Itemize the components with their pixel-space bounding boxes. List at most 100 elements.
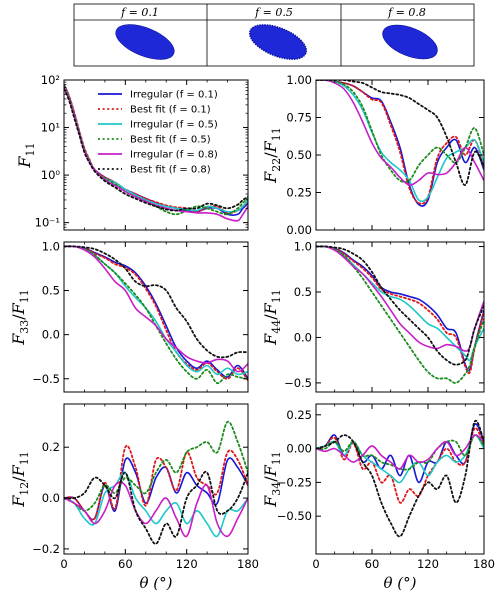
y-label-main: F [9, 495, 28, 508]
y-tick-label: 0.0 [294, 330, 312, 344]
y-tick-label: 1.00 [286, 73, 312, 87]
y-label-slash: / [9, 476, 28, 482]
particle-shape-08 [382, 24, 438, 60]
series-line-bestfit_05 [64, 245, 248, 385]
series-line-bestfit_08 [316, 419, 484, 538]
series-group [316, 419, 484, 538]
y-axis-label: F11 [15, 142, 37, 168]
y-label-sub: 22 [270, 158, 283, 172]
y-tick-label: 10⁻¹ [35, 216, 60, 230]
x-tick-label: 180 [237, 557, 259, 571]
y-tick-label: 0.5 [42, 284, 60, 298]
y-tick-label: −0.5 [284, 376, 312, 390]
y-tick-label: 10¹ [41, 121, 60, 135]
y-tick-label: 0.0 [42, 491, 60, 505]
axes-frame [63, 241, 249, 393]
series-line-bestfit_05 [316, 245, 484, 384]
panel-F11: 10² 10¹ 10⁰ 10⁻¹ F11 Irregular (f = 0.1) Best … [15, 73, 249, 231]
y-tick-label: 0.0 [42, 328, 60, 342]
y-tick-label: 10⁰ [41, 168, 61, 182]
axes-frame [63, 403, 249, 555]
x-tick-label: 60 [118, 557, 133, 571]
series-line-irregular_08 [64, 245, 248, 373]
y-label-sub: 12 [18, 482, 31, 496]
y-tick-label: −0.5 [32, 372, 60, 386]
y-label-sub2: 11 [18, 289, 31, 303]
x-axis-label: θ (°) [383, 574, 416, 592]
x-tick-label: 120 [417, 557, 439, 571]
particle-shape-05 [248, 24, 308, 60]
series-line-irregular_05 [64, 245, 248, 376]
y-label-sub: 11 [24, 142, 37, 156]
legend-label-irregular_01: Irregular (f = 0.1) [130, 90, 218, 101]
series-line-bestfit_08 [64, 245, 248, 359]
y-label-slash: / [261, 314, 280, 320]
y-label-main: F [261, 171, 280, 184]
series-line-bestfit_08 [316, 245, 484, 366]
legend-label-irregular_08: Irregular (f = 0.8) [130, 150, 218, 161]
y-label-sub2: 11 [270, 451, 283, 465]
legend: Irregular (f = 0.1) Best fit (f = 0.1) Irr… [98, 90, 218, 176]
panel-F33: 1.0 0.5 0.0 −0.5 F33/F11 [9, 239, 249, 393]
series-line-bestfit_01 [316, 427, 484, 504]
series-group [64, 245, 248, 385]
y-label-slash: / [9, 314, 28, 320]
y-label-main2: F [261, 140, 280, 153]
y-tick-label: 0.50 [286, 148, 312, 162]
y-tick-label: 1.0 [42, 239, 60, 253]
y-label-main2: F [261, 302, 280, 315]
series-line-irregular_05 [316, 80, 484, 203]
series-group [64, 420, 248, 545]
x-tick-label: 0 [60, 557, 67, 571]
axes-frame [315, 403, 485, 555]
legend-label-bestfit_01: Best fit (f = 0.1) [130, 105, 211, 116]
y-tick-label: 0.75 [286, 111, 312, 125]
y-label-main: F [15, 156, 34, 169]
x-axis-label: θ (°) [139, 574, 172, 592]
y-label-sub: 33 [18, 320, 31, 334]
y-axis-label: F12/F11 [9, 451, 31, 508]
y-label-main2: F [9, 464, 28, 477]
y-axis-label: F33/F11 [9, 289, 31, 346]
strip-label-1: f = 0.1 [120, 6, 159, 19]
x-tick-label: 180 [473, 557, 495, 571]
y-label-slash: / [261, 152, 280, 158]
legend-label-bestfit_05: Best fit (f = 0.5) [130, 135, 211, 146]
axes-frame [315, 79, 485, 231]
x-tick-label: 0 [312, 557, 319, 571]
series-line-irregular_01 [64, 245, 248, 380]
particle-shape-01 [115, 24, 175, 60]
series-group [316, 80, 484, 207]
y-tick-label: 0.00 [286, 442, 312, 456]
series-line-bestfit_08 [64, 88, 248, 212]
series-line-irregular_08 [316, 434, 484, 470]
y-label-sub2: 11 [270, 127, 283, 141]
y-tick-label: 1.0 [294, 240, 312, 254]
series-line-bestfit_08 [64, 470, 248, 545]
y-tick-label: 0.25 [286, 408, 312, 422]
y-axis-label: F44/F11 [261, 289, 283, 346]
series-group [64, 83, 248, 222]
y-tick-label: 0.5 [294, 285, 312, 299]
series-group [316, 245, 484, 384]
y-label-main2: F [261, 464, 280, 477]
series-line-bestfit_05 [64, 420, 248, 512]
y-tick-label: 10² [41, 73, 60, 87]
y-tick-label: 0.25 [286, 186, 312, 200]
y-label-slash: / [261, 476, 280, 482]
series-line-bestfit_01 [64, 444, 248, 521]
y-label-sub2: 11 [270, 289, 283, 303]
series-line-bestfit_01 [316, 245, 484, 375]
legend-label-irregular_05: Irregular (f = 0.5) [130, 120, 218, 131]
y-tick-label: 0.2 [42, 440, 60, 454]
legend-label-bestfit_08: Best fit (f = 0.8) [130, 165, 211, 176]
y-tick-label: −0.50 [277, 509, 312, 523]
particle-shape-strip: f = 0.1 f = 0.5 f = 0.8 [73, 3, 475, 67]
axes-frame [63, 79, 249, 231]
y-label-sub: 44 [270, 320, 283, 334]
y-tick-label: 0.00 [286, 223, 312, 237]
